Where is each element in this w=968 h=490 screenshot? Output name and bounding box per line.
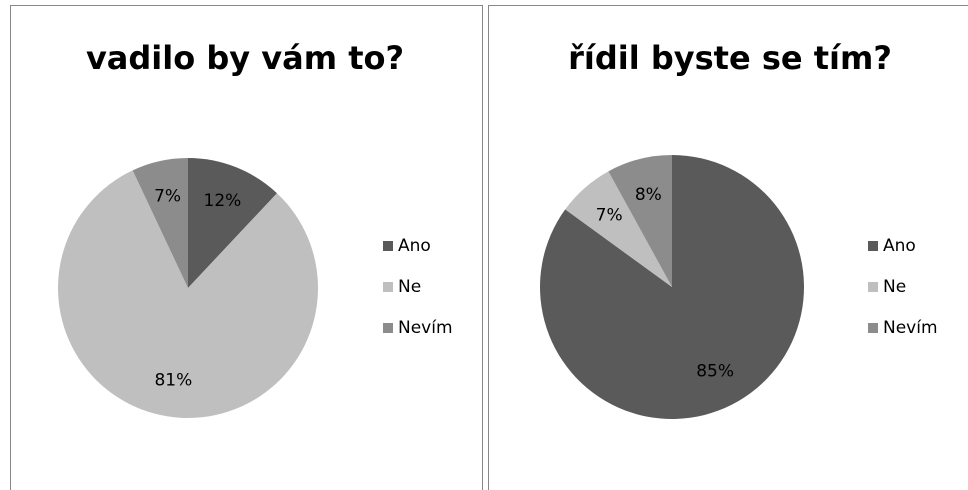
pie-slice <box>57 170 318 418</box>
data-label: 12% <box>204 191 242 211</box>
legend-swatch <box>868 241 878 251</box>
pie-slice <box>132 158 188 288</box>
chart-title: řídil byste se tím? <box>568 39 892 77</box>
legend-swatch <box>868 282 878 292</box>
legend-swatch <box>383 282 393 292</box>
legend-label: Ano <box>398 236 431 256</box>
legend-label: Ne <box>883 277 906 297</box>
pie-slice <box>608 155 672 287</box>
data-label: 8% <box>635 185 662 205</box>
data-label: 7% <box>154 187 181 207</box>
legend-swatch <box>383 323 393 333</box>
chart-title: vadilo by vám to? <box>86 39 404 77</box>
data-label: 7% <box>596 206 623 226</box>
chart-frame <box>488 5 968 490</box>
pie-slice <box>188 158 277 288</box>
legend-label: Nevím <box>398 318 453 338</box>
legend-swatch <box>868 323 878 333</box>
chart-frame <box>10 5 483 490</box>
legend-label: Ano <box>883 236 916 256</box>
pie-slice <box>565 171 672 287</box>
data-label: 85% <box>696 362 734 382</box>
legend-swatch <box>383 241 393 251</box>
data-label: 81% <box>154 370 192 390</box>
legend-label: Ne <box>398 277 421 297</box>
legend-label: Nevím <box>883 318 938 338</box>
